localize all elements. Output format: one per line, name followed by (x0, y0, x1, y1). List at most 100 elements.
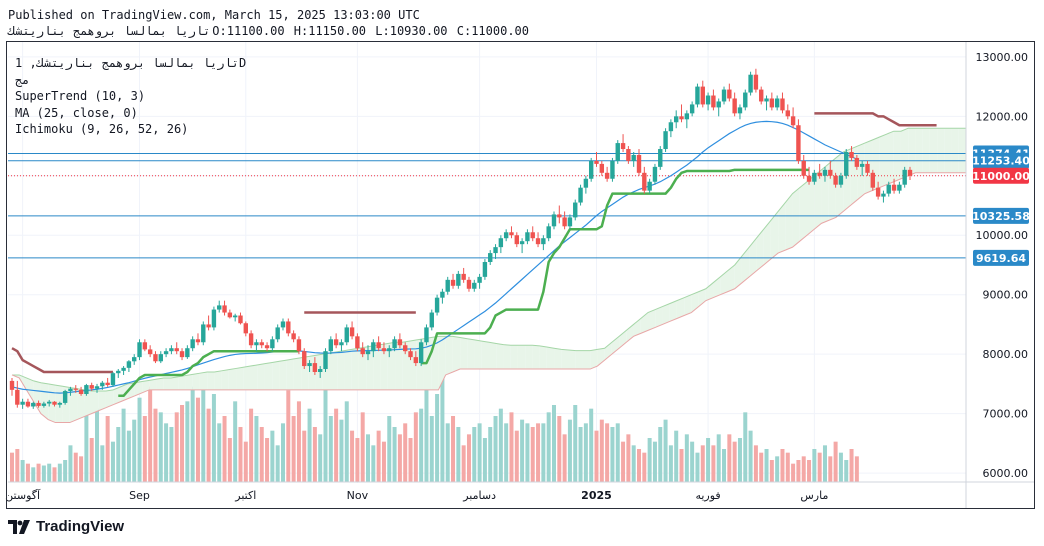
candle-body[interactable] (360, 348, 365, 355)
candle-body[interactable] (211, 309, 217, 328)
candle-body[interactable] (195, 339, 201, 343)
candle-body[interactable] (785, 110, 790, 117)
candle-body[interactable] (679, 116, 684, 120)
candle-body[interactable] (546, 226, 551, 239)
candle-body[interactable] (535, 238, 541, 245)
candle-body[interactable] (264, 345, 270, 349)
candle-body[interactable] (631, 154, 636, 161)
candle-body[interactable] (344, 327, 349, 343)
candle-body[interactable] (796, 125, 801, 161)
candle-body[interactable] (328, 339, 334, 352)
candle-body[interactable] (573, 202, 578, 218)
candle-body[interactable] (854, 157, 860, 167)
candle-body[interactable] (525, 232, 530, 242)
candle-body[interactable] (296, 339, 302, 352)
candle-body[interactable] (870, 172, 876, 188)
candle-body[interactable] (68, 388, 73, 392)
candle-body[interactable] (323, 351, 328, 370)
candle-body[interactable] (732, 98, 737, 114)
candle-body[interactable] (387, 348, 392, 352)
candle-body[interactable] (482, 262, 488, 277)
candle-body[interactable] (110, 373, 116, 386)
candle-body[interactable] (498, 238, 504, 248)
candle-body[interactable] (94, 386, 100, 389)
candle-body[interactable] (588, 160, 594, 179)
tradingview-logo[interactable]: TradingView (8, 518, 124, 535)
candle-body[interactable] (689, 104, 695, 114)
candle-body[interactable] (514, 235, 519, 245)
candle-body[interactable] (859, 163, 865, 167)
candle-body[interactable] (174, 348, 179, 352)
candle-body[interactable] (381, 348, 387, 352)
candle-body[interactable] (31, 402, 36, 407)
candle-body[interactable] (46, 401, 52, 404)
candle-body[interactable] (169, 348, 174, 352)
candle-body[interactable] (418, 342, 424, 364)
candle-body[interactable] (355, 336, 360, 349)
candle-body[interactable] (705, 95, 711, 105)
candle-body[interactable] (450, 279, 456, 286)
legend-ichimoku[interactable]: Ichimoku (9, 26, 52, 26) (15, 122, 189, 136)
candle-body[interactable] (100, 382, 105, 387)
candle-body[interactable] (721, 89, 727, 102)
candle-body[interactable] (838, 175, 844, 185)
candle-body[interactable] (658, 149, 663, 167)
candle-body[interactable] (158, 354, 163, 362)
candle-body[interactable] (232, 315, 238, 318)
candle-body[interactable] (147, 349, 153, 355)
candle-body[interactable] (737, 107, 743, 114)
candle-body[interactable] (376, 342, 381, 349)
candle-body[interactable] (248, 333, 254, 346)
candle-body[interactable] (317, 369, 323, 372)
candle-body[interactable] (562, 217, 567, 227)
candle-body[interactable] (759, 89, 764, 102)
candle-body[interactable] (185, 348, 190, 358)
candle-body[interactable] (440, 291, 445, 298)
candle-body[interactable] (594, 160, 599, 164)
candle-body[interactable] (519, 241, 525, 245)
candle-body[interactable] (371, 342, 376, 352)
candle-body[interactable] (604, 172, 610, 179)
candle-body[interactable] (270, 339, 275, 349)
candle-body[interactable] (769, 98, 775, 108)
candle-body[interactable] (626, 149, 631, 161)
candle-body[interactable] (15, 389, 20, 405)
candle-body[interactable] (610, 160, 615, 179)
candle-body[interactable] (844, 152, 849, 176)
candle-body[interactable] (668, 122, 674, 132)
legend-supertrend[interactable]: SuperTrend (10, 3) (15, 89, 146, 103)
candle-body[interactable] (89, 385, 94, 389)
candle-body[interactable] (647, 181, 652, 191)
candle-body[interactable] (20, 401, 25, 405)
candle-body[interactable] (302, 351, 307, 367)
candle-body[interactable] (403, 345, 408, 352)
candle-body[interactable] (105, 382, 110, 386)
candle-body[interactable] (753, 74, 759, 90)
candle-body[interactable] (126, 361, 132, 368)
candle-body[interactable] (780, 98, 785, 111)
candle-body[interactable] (541, 238, 546, 245)
candle-body[interactable] (461, 273, 466, 280)
candle-body[interactable] (599, 163, 605, 173)
candle-body[interactable] (429, 312, 434, 328)
candle-body[interactable] (9, 380, 15, 390)
candle-body[interactable] (78, 389, 84, 394)
candle-body[interactable] (445, 279, 450, 292)
candle-body[interactable] (849, 152, 854, 158)
candle-body[interactable] (62, 391, 68, 403)
candle-body[interactable] (578, 187, 583, 203)
candle-body[interactable] (711, 95, 716, 108)
candle-body[interactable] (817, 172, 822, 176)
candle-body[interactable] (179, 351, 185, 358)
candle-body[interactable] (790, 116, 796, 126)
candle-body[interactable] (509, 232, 514, 236)
candle-body[interactable] (743, 92, 748, 108)
candle-body[interactable] (636, 154, 642, 173)
candle-body[interactable] (583, 178, 589, 188)
candle-body[interactable] (163, 351, 169, 355)
candle-body[interactable] (434, 297, 440, 313)
candle-body[interactable] (674, 116, 679, 123)
candle-body[interactable] (620, 143, 626, 150)
candle-body[interactable] (73, 388, 78, 390)
